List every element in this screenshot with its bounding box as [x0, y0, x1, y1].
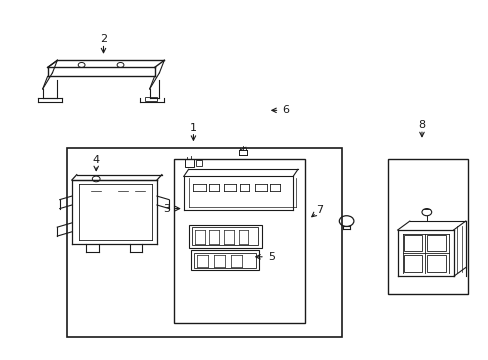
- Text: 7: 7: [316, 205, 323, 215]
- Bar: [185, 159, 194, 167]
- Bar: [191, 250, 259, 270]
- Text: 2: 2: [100, 34, 107, 44]
- Bar: [174, 158, 305, 323]
- Text: 6: 6: [282, 105, 289, 115]
- Bar: [427, 235, 445, 251]
- Text: 5: 5: [267, 252, 274, 262]
- Bar: [67, 148, 341, 337]
- Bar: [427, 255, 445, 272]
- Bar: [196, 160, 201, 166]
- Text: 1: 1: [189, 123, 197, 133]
- Bar: [403, 235, 422, 251]
- Bar: [144, 97, 157, 101]
- Bar: [387, 158, 467, 294]
- Bar: [403, 255, 422, 272]
- Text: 8: 8: [418, 120, 425, 130]
- Bar: [192, 227, 258, 246]
- Bar: [194, 252, 255, 268]
- Text: 4: 4: [92, 156, 100, 165]
- Bar: [188, 225, 261, 248]
- Text: 3: 3: [163, 203, 170, 213]
